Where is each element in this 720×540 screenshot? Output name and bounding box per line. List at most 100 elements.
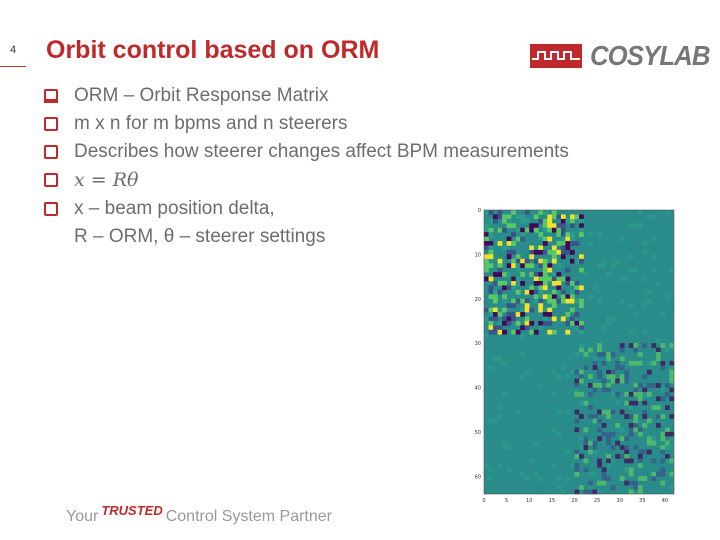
heatmap-cell xyxy=(538,423,544,428)
heatmap-cell xyxy=(506,320,512,326)
heatmap-cell xyxy=(610,223,616,229)
heatmap-cell xyxy=(533,347,539,353)
heatmap-cell xyxy=(538,210,544,215)
heatmap-cell xyxy=(547,307,553,313)
heatmap-cell xyxy=(484,245,489,251)
heatmap-cell xyxy=(488,352,494,357)
heatmap-cell xyxy=(628,223,634,229)
heatmap-cell xyxy=(524,218,530,224)
heatmap-cell xyxy=(542,241,548,246)
heatmap-cell xyxy=(633,360,639,366)
heatmap-cell xyxy=(606,232,611,237)
heatmap-cell xyxy=(624,445,630,450)
heatmap-cell xyxy=(655,281,661,286)
heatmap-cell xyxy=(660,445,666,450)
heatmap-cell xyxy=(664,445,670,450)
heatmap-cell xyxy=(610,352,616,357)
heatmap-cell xyxy=(542,316,548,322)
heatmap-cell xyxy=(610,485,616,490)
heatmap-cell xyxy=(628,471,634,477)
heatmap-cell xyxy=(664,347,670,353)
heatmap-cell xyxy=(619,343,625,348)
heatmap-cell xyxy=(606,369,611,375)
heatmap-cell xyxy=(565,218,571,224)
heatmap-cell xyxy=(588,347,593,353)
heatmap-cell xyxy=(533,289,539,295)
heatmap-cell xyxy=(651,254,657,260)
heatmap-cell xyxy=(551,303,557,308)
heatmap-cell xyxy=(547,214,553,220)
heatmap-cell xyxy=(511,285,516,291)
heatmap-cell xyxy=(556,298,562,304)
heatmap-cell xyxy=(497,267,503,273)
heatmap-cell xyxy=(633,267,639,273)
heatmap-cell xyxy=(551,462,557,468)
heatmap-cell xyxy=(533,249,539,255)
heatmap-cell xyxy=(628,391,634,397)
heatmap-cell xyxy=(556,241,562,246)
heatmap-cell xyxy=(488,391,494,397)
heatmap-cell xyxy=(583,281,589,286)
heatmap-cell xyxy=(542,218,548,224)
heatmap-cell xyxy=(655,383,661,388)
heatmap-cell xyxy=(542,276,548,282)
heatmap-cell xyxy=(624,449,630,455)
heatmap-cell xyxy=(484,227,489,233)
heatmap-cell xyxy=(524,289,530,295)
heatmap-cell xyxy=(574,289,580,295)
heatmap-cell xyxy=(524,476,530,481)
heatmap-cell xyxy=(628,423,634,428)
heatmap-cell xyxy=(506,454,512,459)
heatmap-cell xyxy=(493,356,498,362)
heatmap-cell xyxy=(551,378,557,384)
heatmap-cell xyxy=(628,480,634,486)
checkbox-bullet-icon xyxy=(44,202,58,216)
heatmap-cell xyxy=(664,458,670,464)
heatmap-cell xyxy=(597,263,602,268)
heatmap-cell xyxy=(646,436,652,442)
heatmap-cell xyxy=(515,431,521,437)
heatmap-cell xyxy=(524,298,530,304)
heatmap-cell xyxy=(515,360,521,366)
heatmap-cell xyxy=(520,352,526,357)
heatmap-cell xyxy=(646,383,652,388)
heatmap-cell xyxy=(628,414,634,419)
heatmap-cell xyxy=(560,298,566,304)
heatmap-cell xyxy=(538,476,544,481)
heatmap-cell xyxy=(624,436,630,442)
heatmap-cell xyxy=(529,223,535,229)
heatmap-cell xyxy=(520,232,526,237)
heatmap-cell xyxy=(538,281,544,286)
heatmap-cell xyxy=(529,329,535,335)
heatmap-cell xyxy=(565,320,571,326)
heatmap-cell xyxy=(529,254,535,260)
heatmap-cell xyxy=(597,462,602,468)
heatmap-cell xyxy=(524,258,530,264)
x-tick-label: 20 xyxy=(571,498,577,504)
heatmap-cell xyxy=(588,294,593,300)
heatmap-frame xyxy=(483,209,675,495)
heatmap-cell xyxy=(610,431,616,437)
heatmap-cell xyxy=(597,418,602,424)
heatmap-cell xyxy=(637,391,643,397)
heatmap-cell xyxy=(538,276,544,282)
heatmap-cell xyxy=(610,445,616,450)
heatmap-cell xyxy=(606,454,611,459)
heatmap-cell xyxy=(615,360,621,366)
heatmap-cell xyxy=(538,462,544,468)
heatmap-cell xyxy=(560,289,566,295)
heatmap-cell xyxy=(651,214,657,220)
heatmap-cell xyxy=(488,249,494,255)
heatmap-cell xyxy=(619,347,625,353)
heatmap-cell xyxy=(642,374,648,379)
heatmap-cell xyxy=(502,272,507,277)
heatmap-cell xyxy=(628,427,634,433)
heatmap-cell xyxy=(506,254,512,260)
heatmap-cell xyxy=(560,365,566,371)
heatmap-cell xyxy=(637,489,643,495)
heatmap-cell xyxy=(515,312,521,317)
heatmap-cell xyxy=(606,356,611,362)
heatmap-cell xyxy=(520,334,526,339)
heatmap-cell xyxy=(624,458,630,464)
heatmap-cell xyxy=(637,210,643,215)
